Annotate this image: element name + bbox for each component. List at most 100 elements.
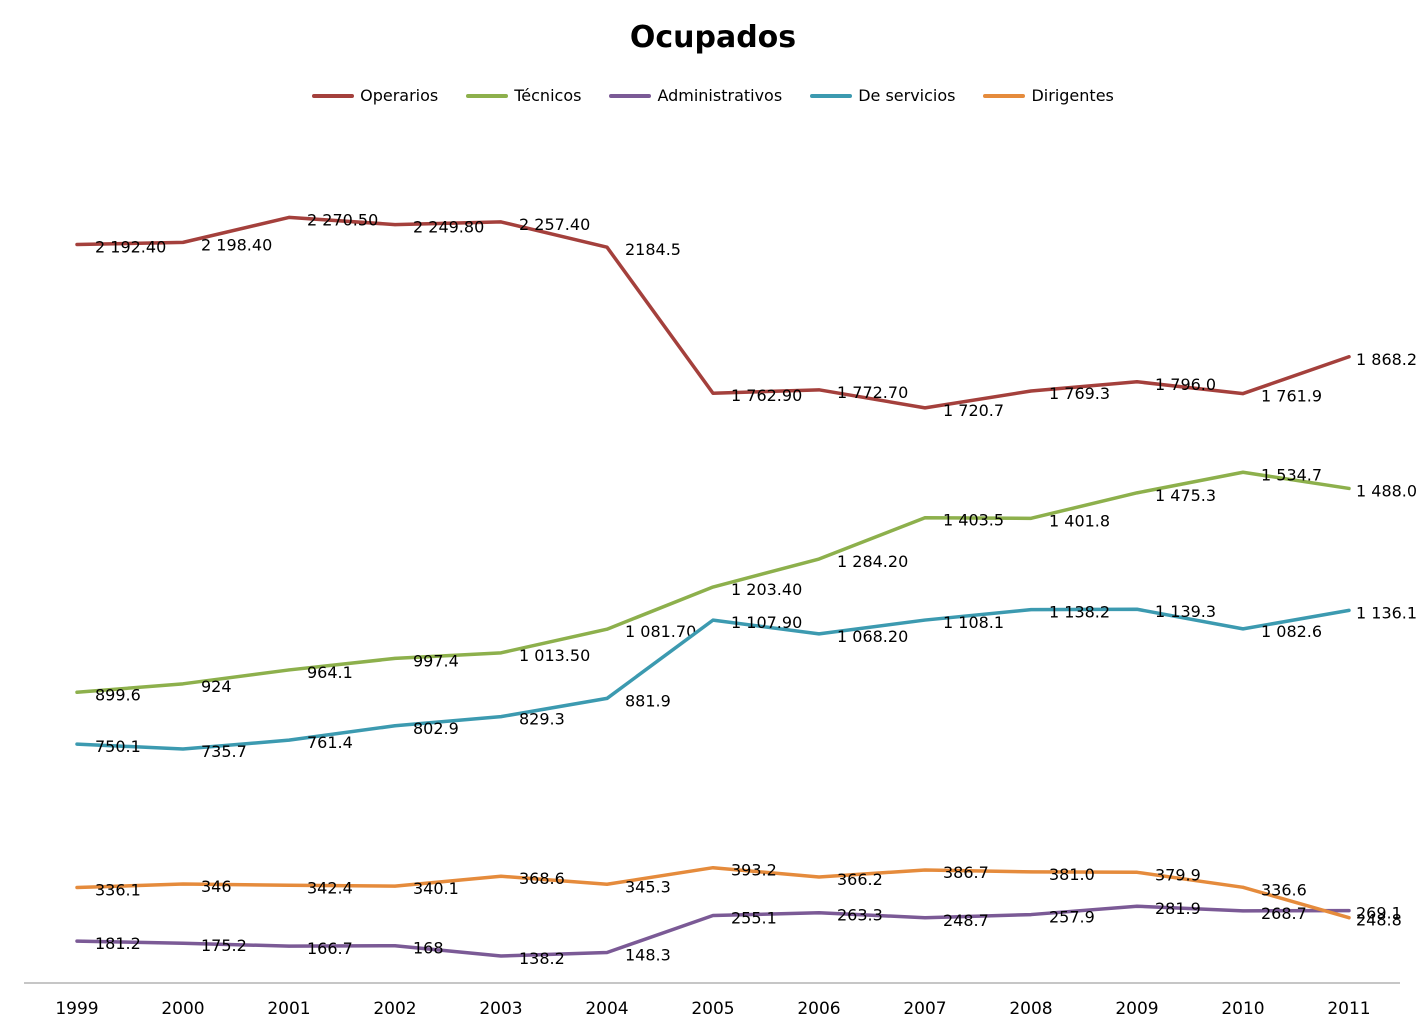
- data-label: 1 107.90: [731, 613, 802, 632]
- legend-label: Técnicos: [514, 86, 582, 105]
- data-label: 336.1: [95, 880, 141, 899]
- x-tick-label: 2001: [267, 999, 310, 1019]
- data-point: [923, 406, 927, 410]
- legend-item: Operarios: [312, 86, 438, 105]
- data-point: [75, 242, 79, 246]
- data-point: [393, 223, 397, 227]
- data-point: [1241, 392, 1245, 396]
- data-label: 1 284.20: [837, 552, 908, 571]
- data-point: [1347, 486, 1351, 490]
- data-label: 166.7: [307, 939, 353, 958]
- data-label: 255.1: [731, 909, 777, 928]
- data-point: [181, 747, 185, 751]
- x-tick-label: 2007: [903, 999, 946, 1019]
- x-tick-label: 2010: [1221, 999, 1264, 1019]
- data-point: [287, 668, 291, 672]
- data-label: 750.1: [95, 737, 141, 756]
- data-point: [499, 651, 503, 655]
- data-point: [1029, 870, 1033, 874]
- data-label: 1 403.5: [943, 511, 1004, 530]
- data-label: 2 198.40: [201, 235, 272, 254]
- data-point: [1029, 913, 1033, 917]
- x-tick-label: 2005: [691, 999, 734, 1019]
- data-point: [499, 954, 503, 958]
- data-label: 2 249.80: [413, 218, 484, 237]
- data-point: [923, 516, 927, 520]
- data-label: 257.9: [1049, 908, 1095, 927]
- data-label: 1 720.7: [943, 401, 1004, 420]
- data-label: 1 534.7: [1261, 465, 1322, 484]
- data-point: [393, 884, 397, 888]
- chart-title: Ocupados: [629, 20, 797, 55]
- legend-swatch: [466, 93, 509, 98]
- data-label: 1 082.6: [1261, 622, 1322, 641]
- legend-swatch: [312, 93, 355, 98]
- data-label: 342.4: [307, 878, 353, 897]
- data-label: 336.6: [1261, 880, 1307, 899]
- data-point: [1135, 904, 1139, 908]
- data-label: 281.9: [1155, 899, 1201, 918]
- data-label: 2 270.50: [307, 210, 378, 229]
- data-label: 1 203.40: [731, 580, 802, 599]
- legend-item: Dirigentes: [983, 86, 1114, 105]
- data-label: 248.7: [943, 911, 989, 930]
- legend-label: Administrativos: [657, 86, 783, 105]
- data-point: [817, 911, 821, 915]
- data-label: 345.3: [625, 877, 671, 896]
- data-label: 2 192.40: [95, 237, 166, 256]
- data-point: [1135, 380, 1139, 384]
- data-label: 964.1: [307, 663, 353, 682]
- data-point: [711, 585, 715, 589]
- data-point: [181, 240, 185, 244]
- data-label: 1 772.70: [837, 383, 908, 402]
- data-label: 1 013.50: [519, 646, 590, 665]
- data-point: [711, 866, 715, 870]
- data-label: 761.4: [307, 733, 353, 752]
- data-label: 393.2: [731, 861, 777, 880]
- data-label: 268.7: [1261, 904, 1307, 923]
- data-label: 1 401.8: [1049, 511, 1110, 530]
- data-point: [711, 391, 715, 395]
- data-point: [499, 874, 503, 878]
- x-tick-label: 2006: [797, 999, 840, 1019]
- x-tick-label: 2002: [373, 999, 416, 1019]
- data-label: 366.2: [837, 870, 883, 889]
- data-point: [1029, 516, 1033, 520]
- x-tick-label: 2000: [161, 999, 204, 1019]
- data-label: 2 257.40: [519, 215, 590, 234]
- data-label: 802.9: [413, 719, 459, 738]
- chart-legend: Operarios Técnicos Administrativos De servi…: [0, 86, 1426, 105]
- data-point: [605, 627, 609, 631]
- data-label: 263.3: [837, 906, 883, 925]
- data-label: 1 068.20: [837, 627, 908, 646]
- data-point: [923, 916, 927, 920]
- data-label: 148.3: [625, 946, 671, 965]
- data-label: 1 769.3: [1049, 384, 1110, 403]
- data-label: 168: [413, 939, 444, 958]
- data-point: [605, 245, 609, 249]
- data-point: [1241, 470, 1245, 474]
- data-point: [923, 868, 927, 872]
- data-point: [1135, 607, 1139, 611]
- data-point: [75, 742, 79, 746]
- data-point: [393, 656, 397, 660]
- data-point: [923, 618, 927, 622]
- data-point: [75, 690, 79, 694]
- data-label: 368.6: [519, 869, 565, 888]
- data-label: 175.2: [201, 936, 247, 955]
- data-point: [817, 632, 821, 636]
- data-point: [499, 715, 503, 719]
- data-label: 735.7: [201, 742, 247, 761]
- data-point: [817, 557, 821, 561]
- legend-swatch: [983, 93, 1026, 98]
- x-tick-label: 2011: [1327, 999, 1370, 1019]
- data-label: 881.9: [625, 691, 671, 710]
- data-point: [75, 885, 79, 889]
- x-tick-label: 2004: [585, 999, 628, 1019]
- legend-label: Dirigentes: [1031, 86, 1114, 105]
- legend-label: De servicios: [858, 86, 956, 105]
- data-point: [287, 738, 291, 742]
- data-label: 381.0: [1049, 865, 1095, 884]
- data-point: [287, 215, 291, 219]
